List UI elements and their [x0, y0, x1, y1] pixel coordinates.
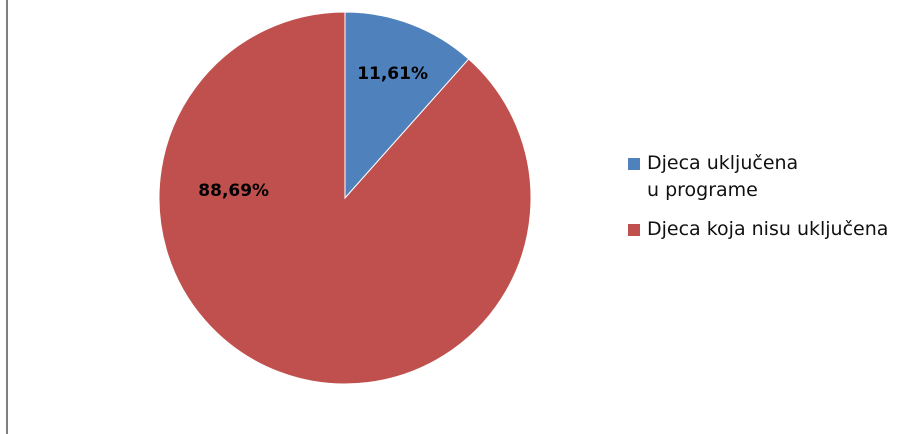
pie-slices	[158, 11, 532, 385]
legend-swatch-not-included	[628, 224, 640, 236]
legend: Djeca uključena u programe Djeca koja ni…	[628, 150, 888, 255]
legend-label-included: Djeca uključena u programe	[647, 152, 799, 201]
data-label-not-included: 88,69%	[198, 181, 269, 201]
legend-item-included: Djeca uključena u programe	[628, 150, 888, 204]
legend-label-not-included: Djeca koja nisu uključena	[647, 218, 889, 240]
pie-data-labels: 11,61% 88,69%	[198, 64, 428, 201]
pie-slice-included	[344, 11, 470, 200]
pie-slice-not-included	[158, 11, 532, 385]
legend-swatch-included	[628, 158, 640, 170]
legend-item-not-included: Djeca koja nisu uključena	[628, 216, 888, 243]
data-label-included: 11,61%	[357, 64, 428, 84]
